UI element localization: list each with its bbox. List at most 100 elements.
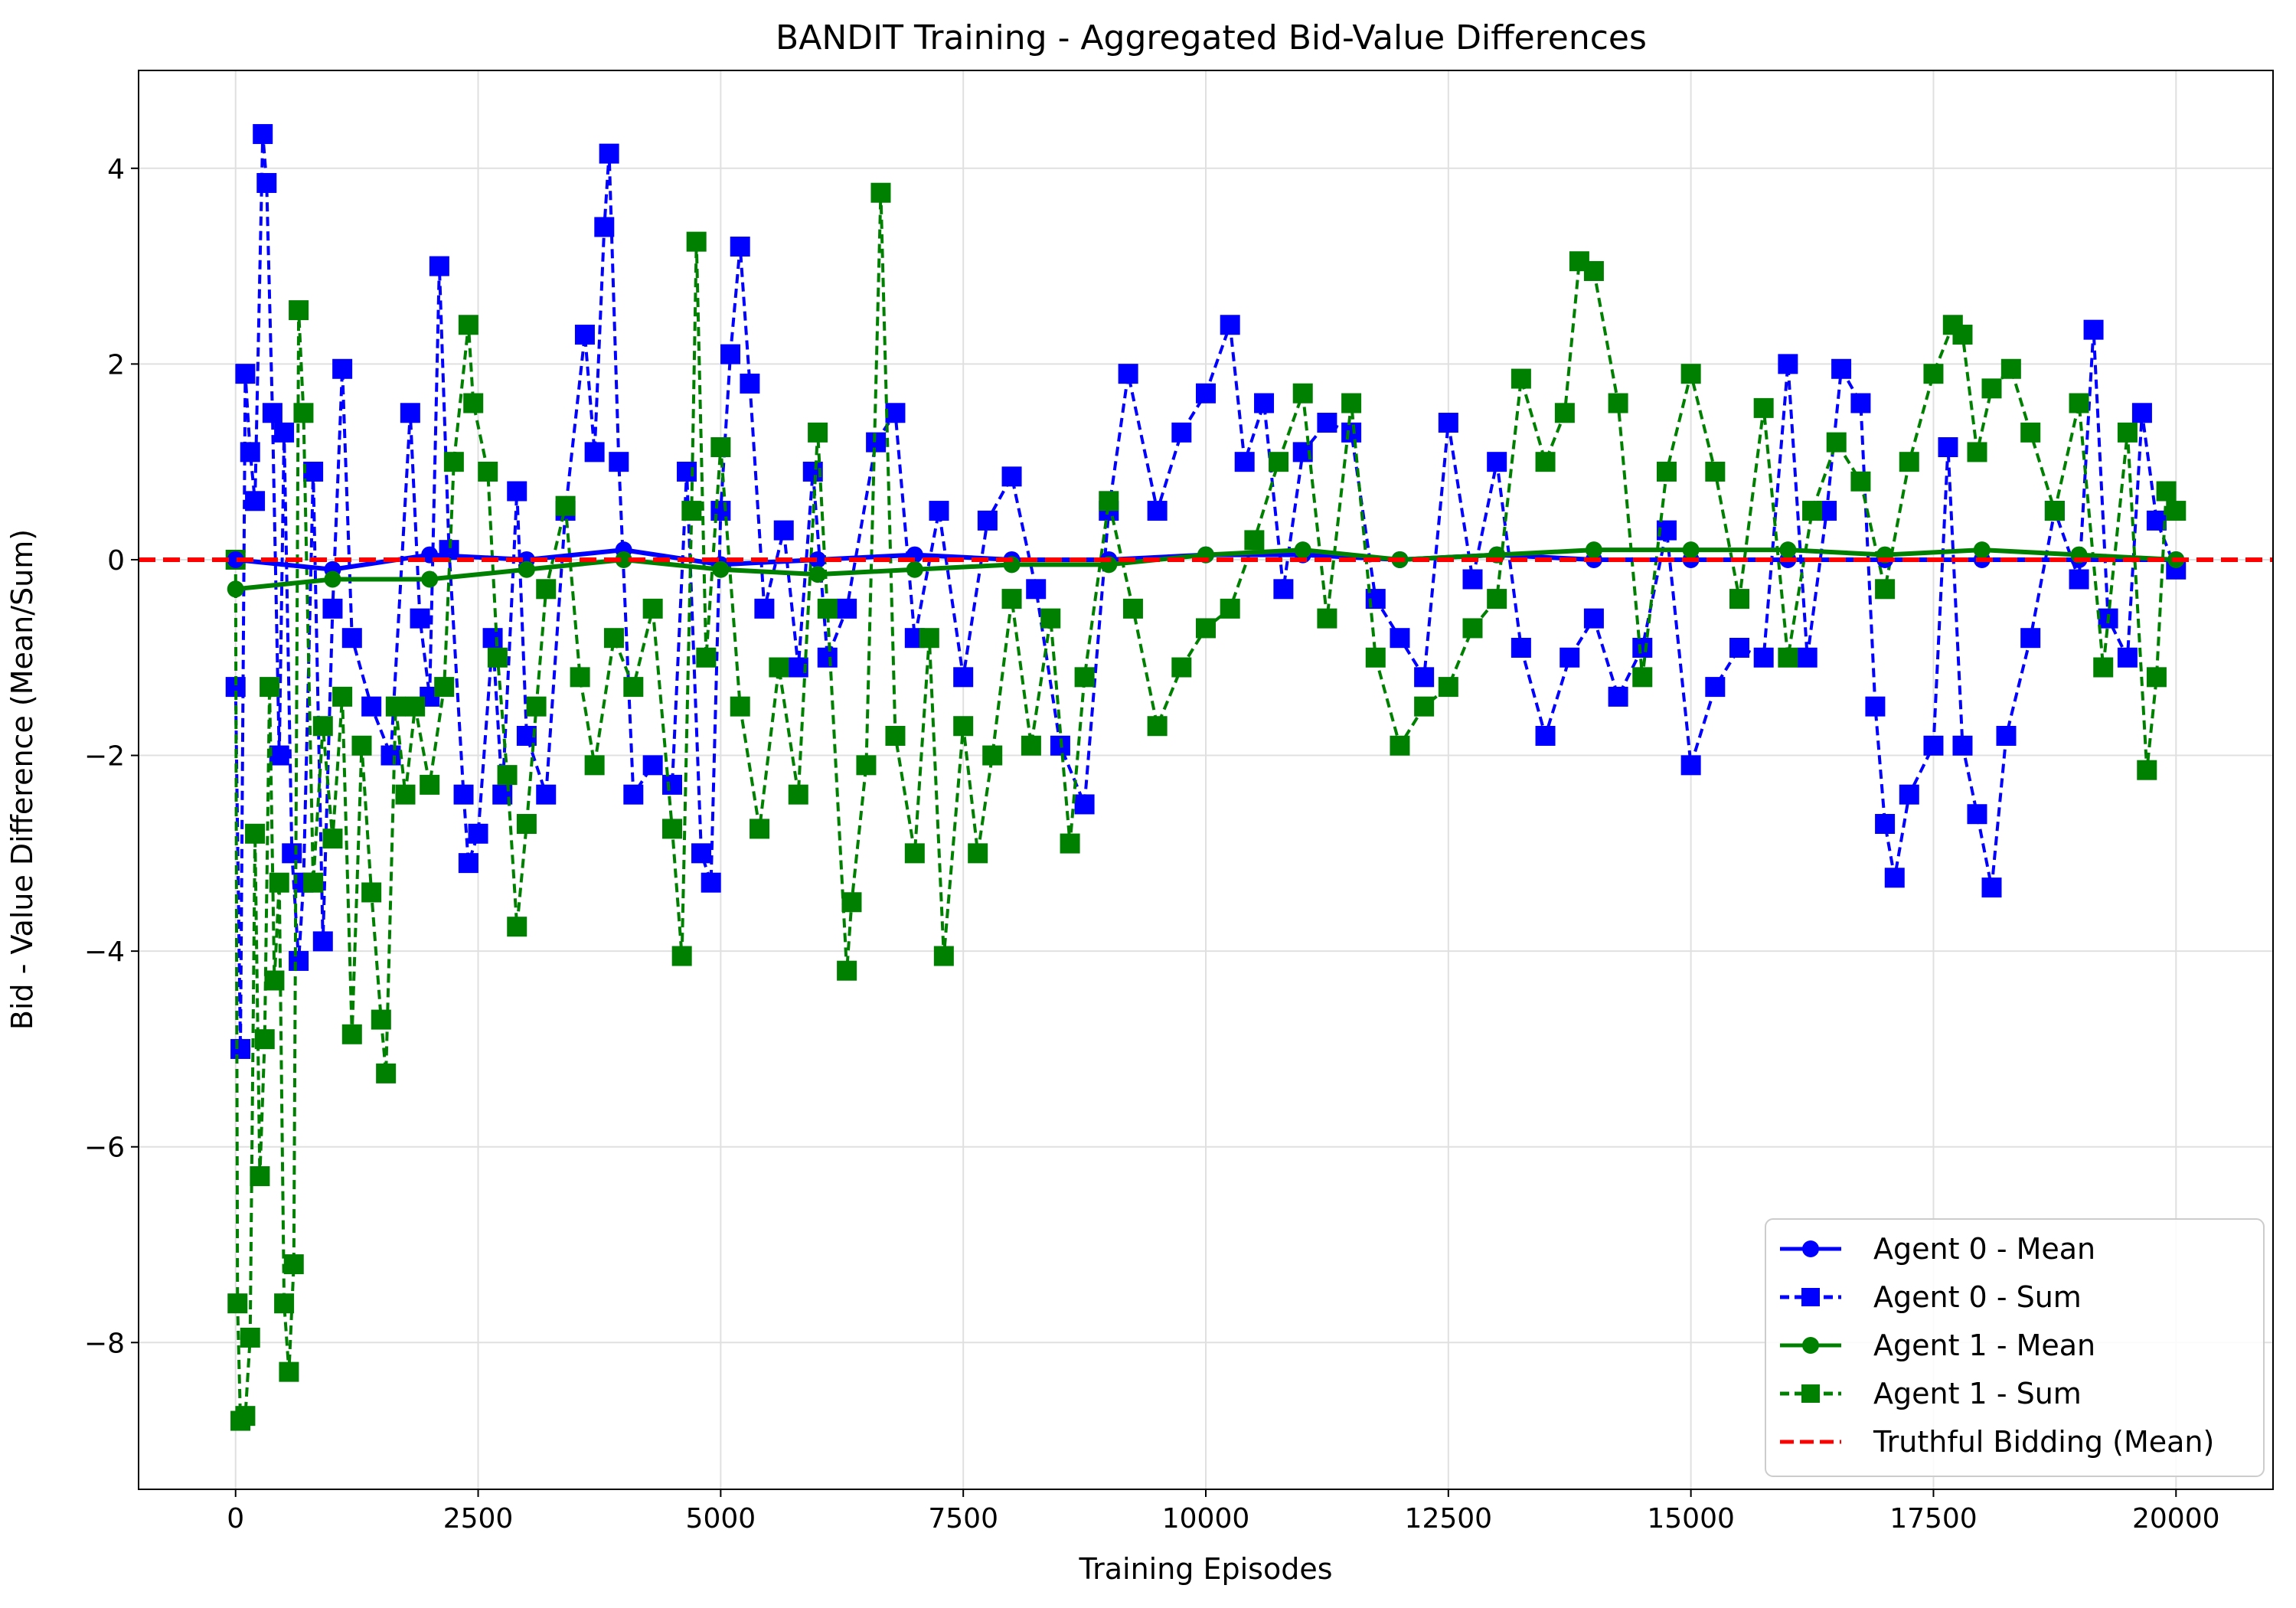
data-point bbox=[1001, 589, 1022, 610]
data-point bbox=[1341, 393, 1362, 413]
data-point bbox=[919, 628, 939, 649]
data-point bbox=[710, 501, 731, 521]
data-point bbox=[256, 172, 277, 193]
data-point bbox=[227, 551, 244, 568]
data-point bbox=[1171, 422, 1192, 443]
data-point bbox=[740, 373, 760, 394]
data-point bbox=[1680, 364, 1701, 384]
data-point bbox=[269, 745, 289, 766]
data-point bbox=[421, 570, 439, 588]
data-point bbox=[870, 182, 891, 203]
series-line bbox=[234, 192, 2178, 1425]
data-point bbox=[487, 647, 508, 668]
y-tick-label: −6 bbox=[84, 1132, 125, 1164]
data-point bbox=[341, 1024, 362, 1044]
data-point bbox=[1585, 541, 1602, 559]
data-point bbox=[574, 325, 595, 345]
x-tick-label: 17500 bbox=[1889, 1503, 1978, 1534]
data-point bbox=[1074, 667, 1095, 688]
y-tick-label: 2 bbox=[107, 349, 125, 381]
data-point bbox=[443, 452, 464, 472]
data-point bbox=[507, 481, 527, 502]
data-point bbox=[2069, 393, 2089, 413]
data-point bbox=[1040, 608, 1061, 629]
data-point bbox=[1244, 530, 1265, 551]
data-point bbox=[710, 437, 731, 458]
data-point bbox=[1487, 589, 1507, 610]
data-point bbox=[1680, 755, 1701, 776]
data-point bbox=[536, 579, 557, 600]
y-tick-label: 0 bbox=[107, 545, 125, 577]
data-point bbox=[1511, 637, 1531, 658]
data-point bbox=[293, 403, 314, 423]
data-point bbox=[570, 667, 590, 688]
data-point bbox=[2137, 760, 2157, 780]
data-point bbox=[1438, 677, 1458, 698]
data-point bbox=[982, 745, 1003, 766]
data-point bbox=[1390, 628, 1410, 649]
data-point bbox=[1196, 618, 1216, 639]
data-point bbox=[904, 843, 925, 864]
x-tick-label: 10000 bbox=[1162, 1503, 1250, 1534]
data-point bbox=[1317, 608, 1337, 629]
data-point bbox=[1118, 364, 1138, 384]
data-point bbox=[405, 696, 426, 717]
data-point bbox=[1317, 413, 1337, 433]
data-point bbox=[1414, 667, 1435, 688]
data-point bbox=[1952, 325, 1973, 345]
data-point bbox=[235, 1406, 256, 1427]
data-point bbox=[1234, 452, 1255, 472]
series-line bbox=[234, 133, 2178, 1049]
x-tick-label: 20000 bbox=[2132, 1503, 2220, 1534]
data-point bbox=[642, 755, 663, 776]
data-point bbox=[1996, 725, 2017, 746]
data-point bbox=[1462, 569, 1483, 590]
data-point bbox=[2069, 569, 2089, 590]
data-point bbox=[312, 716, 333, 737]
data-point bbox=[1850, 393, 1871, 413]
data-point bbox=[1292, 383, 1313, 404]
data-point bbox=[1021, 735, 1041, 756]
data-point bbox=[1729, 637, 1749, 658]
data-point bbox=[686, 231, 707, 252]
data-point bbox=[371, 1009, 391, 1030]
data-point bbox=[1981, 878, 2002, 898]
data-point bbox=[453, 784, 474, 805]
data-point bbox=[1462, 618, 1483, 639]
data-point bbox=[1875, 814, 1896, 835]
data-point bbox=[1608, 393, 1628, 413]
data-point bbox=[837, 598, 857, 619]
data-point bbox=[332, 358, 353, 379]
data-point bbox=[2156, 481, 2177, 502]
data-point bbox=[1341, 422, 1362, 443]
data-point bbox=[1831, 358, 1852, 379]
data-point bbox=[279, 1361, 299, 1382]
data-point bbox=[681, 501, 702, 521]
data-point bbox=[1778, 354, 1798, 374]
data-point bbox=[1865, 696, 1886, 717]
data-point bbox=[262, 403, 283, 423]
data-point bbox=[701, 872, 721, 893]
data-point bbox=[1560, 647, 1580, 668]
data-point bbox=[1632, 667, 1653, 688]
y-tick-label: −8 bbox=[84, 1328, 125, 1359]
data-point bbox=[609, 452, 629, 472]
data-point bbox=[1535, 452, 1556, 472]
data-point bbox=[1923, 735, 1944, 756]
data-point bbox=[2166, 501, 2187, 521]
data-point bbox=[274, 1293, 295, 1314]
legend-label: Agent 1 - Mean bbox=[1873, 1329, 2095, 1362]
data-point bbox=[380, 745, 401, 766]
data-point bbox=[361, 696, 382, 717]
data-point bbox=[303, 461, 324, 482]
data-point bbox=[536, 784, 557, 805]
series-agent-1-sum bbox=[225, 182, 2187, 1431]
data-point bbox=[518, 561, 535, 578]
data-point bbox=[1171, 657, 1192, 678]
data-point bbox=[1778, 647, 1798, 668]
data-point bbox=[837, 960, 857, 981]
data-point bbox=[1753, 397, 1774, 418]
data-point bbox=[584, 755, 605, 776]
data-point bbox=[885, 403, 906, 423]
